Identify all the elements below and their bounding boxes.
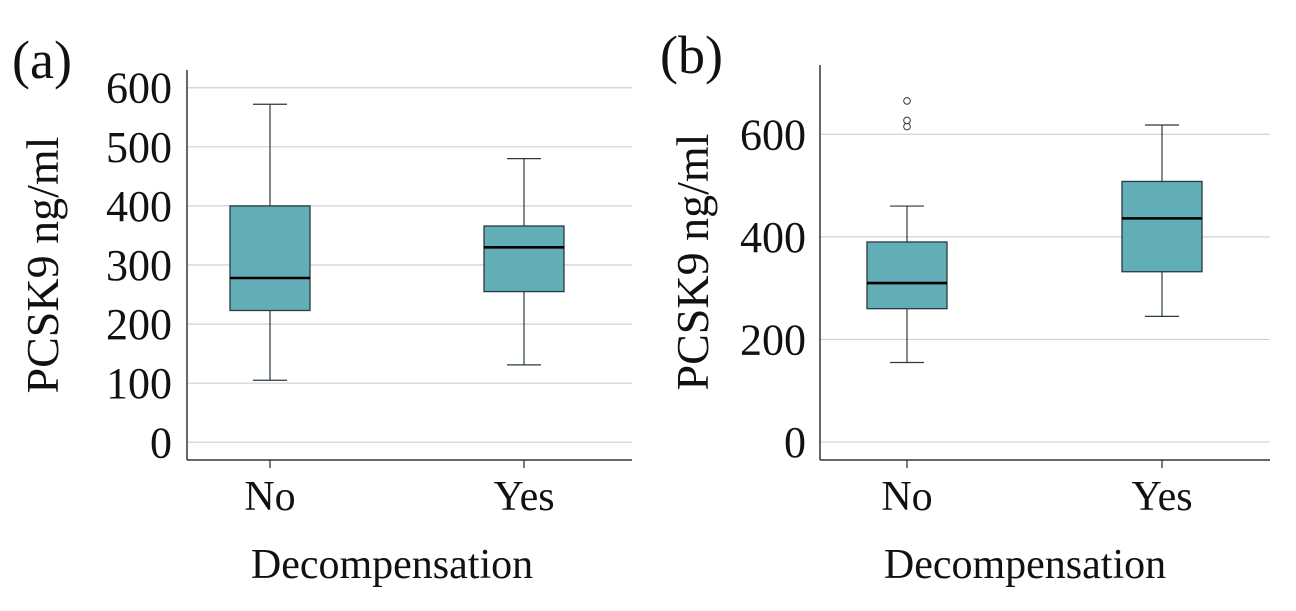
x-tick-label-b-yes: Yes [1131,474,1192,520]
y-axis-title-a: PCSK9 ng/ml [17,137,68,394]
outlier-point-b-no-0 [903,122,911,131]
outlier-point-b-no-2 [903,97,911,105]
y-tick-labels-a: 0 100 200 300 400 500 600 [106,64,172,468]
x-tick-label-b-no: No [881,474,932,520]
gridlines-b [820,133,1270,443]
panel-label-b: (b) [660,25,723,85]
y-tick-label-b-200: 200 [740,315,806,364]
outlier-point-b-no-1 [903,116,911,125]
boxes-a [229,103,565,381]
x-tick-labels-b: No Yes [881,460,1193,520]
x-tick-labels-a: No Yes [244,460,555,520]
x-tick-label-a-yes: Yes [493,474,554,520]
y-tick-label-a-100: 100 [106,359,172,408]
y-tick-label-a-300: 300 [106,241,172,290]
box-a-yes [483,225,565,293]
y-tick-label-a-0: 0 [150,418,172,467]
y-tick-label-a-400: 400 [106,182,172,231]
y-tick-label-b-400: 400 [740,213,806,262]
x-axis-title-b: Decompensation [884,542,1166,588]
x-axis-title-a: Decompensation [251,542,533,588]
boxes-b [866,97,1203,364]
y-tick-label-a-200: 200 [106,300,172,349]
panel-a: (a) PCSK9 ng/ml Decompensation 0 100 200 30… [12,30,632,588]
y-axis-title-b: PCSK9 ng/ml [667,134,718,391]
y-tick-label-a-600: 600 [106,64,172,113]
y-tick-label-b-0: 0 [784,418,806,467]
panel-label-a: (a) [12,30,72,90]
panel-b: (b) PCSK9 ng/ml Decompensation 0 200 400 60… [660,25,1270,588]
y-tick-label-b-600: 600 [740,110,806,159]
box-b-yes [1121,180,1203,273]
x-tick-label-a-no: No [244,474,295,520]
y-tick-label-a-500: 500 [106,123,172,172]
y-tick-labels-b: 0 200 400 600 [740,110,806,467]
box-a-no [229,205,311,312]
box-b-no [866,241,948,310]
